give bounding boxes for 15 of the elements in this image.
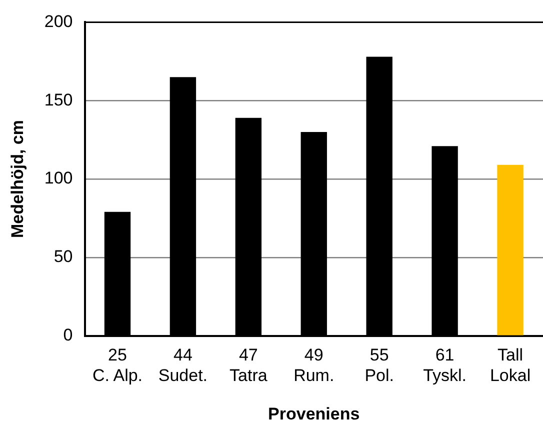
x-tick-label: Tall Lokal	[490, 346, 531, 386]
y-tick-label: 0	[63, 325, 73, 344]
x-axis-title: Proveniens	[268, 404, 360, 424]
x-tick-label: 55 Pol.	[364, 346, 394, 386]
y-tick-label: 200	[44, 12, 73, 31]
x-tick-label: 25 C. Alp.	[92, 346, 143, 386]
x-tick-label: 49 Rum.	[294, 346, 334, 386]
y-axis-title: Medelhöjd, cm	[8, 120, 27, 238]
y-tick-label: 50	[54, 247, 73, 266]
x-tick-label: 44 Sudet.	[158, 346, 208, 386]
y-tick-label: 150	[44, 90, 73, 110]
y-tick-label: 100	[44, 168, 73, 188]
bar	[497, 164, 524, 336]
x-tick-label: 47 Tatra	[230, 346, 268, 386]
x-tick-label: 61 Tyskl.	[423, 346, 467, 386]
